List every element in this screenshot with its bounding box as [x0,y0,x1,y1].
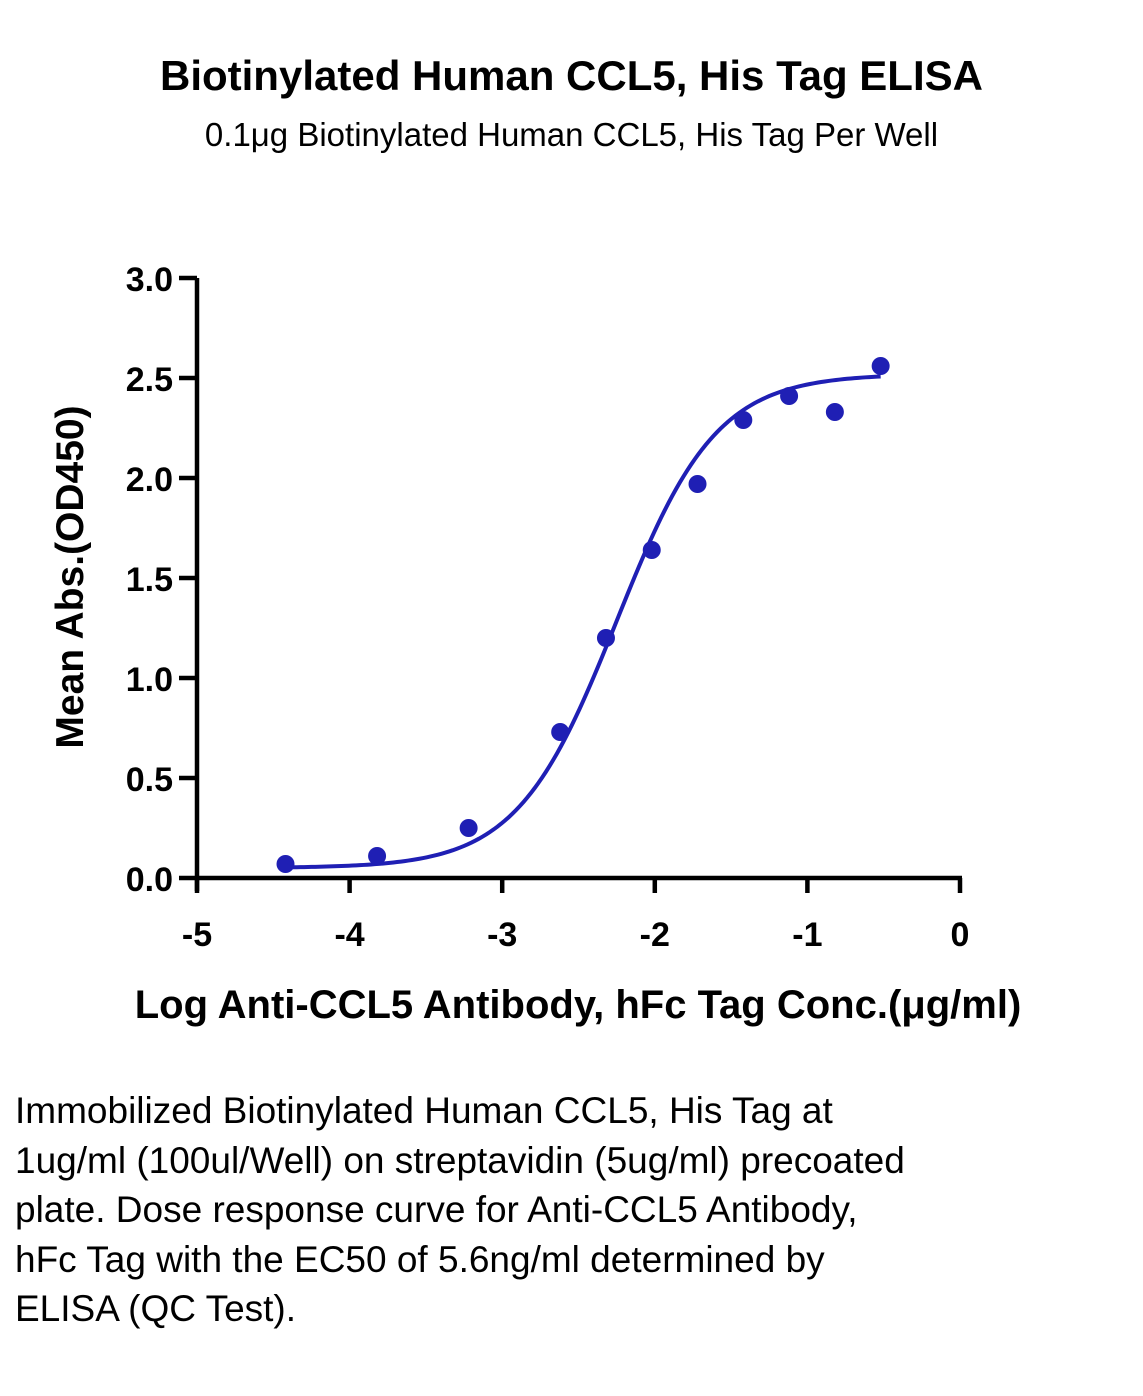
data-point [871,357,890,375]
x-tick-label: 0 [951,916,970,954]
chart-title: Biotinylated Human CCL5, His Tag ELISA [160,52,983,99]
y-tick-label: 0.5 [126,761,173,799]
data-point [642,541,661,559]
x-tick-label: -1 [792,916,822,954]
data-point [276,855,295,873]
y-tick-label: 1.0 [126,661,173,699]
data-point [459,819,478,837]
x-tick-label: -5 [182,916,212,954]
y-axis-label: Mean Abs.(OD450) [49,405,92,748]
y-tick-label: 3.0 [126,261,173,299]
data-point [368,847,387,865]
axes: 0.0 0.5 1.0 1.5 2.0 2.5 3.0 -5 -4 -3 -2 -1 0 [126,261,970,954]
data-point [734,411,753,429]
y-tick-label: 2.5 [126,361,173,399]
x-tick-label: -4 [334,916,364,954]
x-tick-label: -3 [487,916,517,954]
fit-curve [285,374,881,870]
fit-curve-group [285,374,881,870]
x-axis-label: Log Anti-CCL5 Antibody, hFc Tag Conc.(μg… [135,983,1022,1027]
x-tick-label: -2 [640,916,670,954]
data-points [276,357,890,873]
chart-subtitle: 0.1μg Biotinylated Human CCL5, His Tag P… [204,116,939,153]
y-tick-label: 0.0 [126,861,173,899]
data-point [596,629,615,647]
y-tick-label: 1.5 [126,561,173,599]
data-point [688,475,707,493]
elisa-chart: 0.0 0.5 1.0 1.5 2.0 2.5 3.0 -5 -4 -3 -2 -1 0 Mean Ab… [49,261,1022,1027]
data-point [551,723,570,741]
data-point [780,387,799,405]
y-tick-label: 2.0 [126,461,173,499]
figure-caption: Immobilized Biotinylated Human CCL5, His… [15,1090,905,1329]
data-point [825,403,844,421]
